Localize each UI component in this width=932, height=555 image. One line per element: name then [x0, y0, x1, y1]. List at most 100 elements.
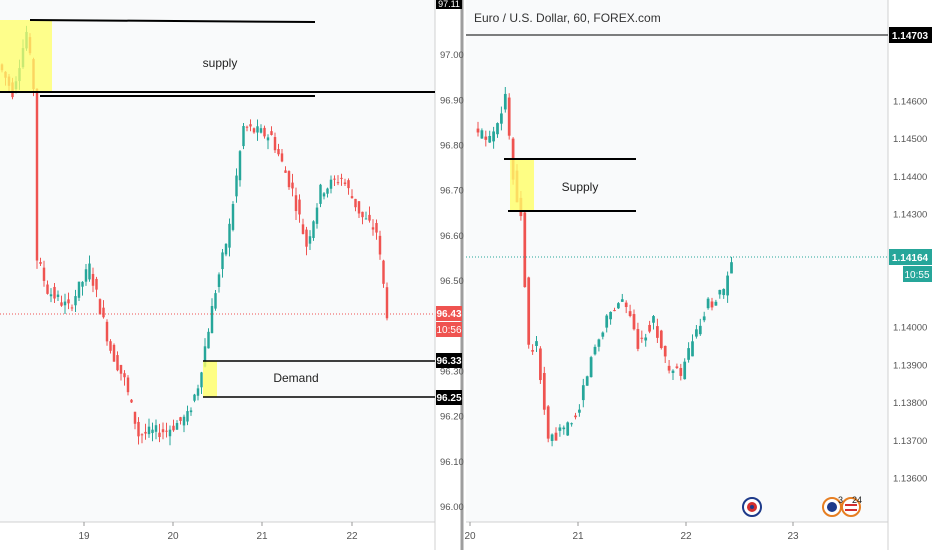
left-time-axis[interactable]: 19 20 21 22: [78, 522, 358, 542]
candle-body: [531, 350, 534, 352]
candle-body: [123, 373, 126, 378]
candle-body: [277, 149, 280, 155]
candle-body: [256, 126, 259, 133]
candle-body: [88, 263, 91, 280]
price-tick-label: 97.00: [440, 50, 464, 61]
candle-body: [315, 207, 319, 224]
price-tick-label: 1.14300: [893, 210, 927, 221]
candle-body: [691, 341, 694, 357]
candle-body: [601, 332, 605, 337]
candle-body: [46, 284, 49, 294]
left-supply-label: supply: [203, 56, 238, 70]
left-demand-top-text: 96.33: [436, 356, 461, 367]
right-time-axis[interactable]: 20 21 22 23: [464, 522, 799, 542]
candle-body: [714, 301, 718, 306]
candle-body: [364, 218, 368, 220]
candle-body: [659, 330, 663, 349]
event-flag-icon-2[interactable]: [822, 497, 842, 517]
candle-body: [147, 426, 151, 435]
time-tick-label: 21: [256, 531, 268, 542]
candle-body: [175, 423, 179, 430]
price-tick-label: 96.90: [440, 95, 464, 106]
candle-body: [326, 188, 329, 194]
candle-body: [63, 301, 67, 306]
candle-body: [287, 171, 291, 188]
candle-body: [249, 124, 252, 127]
left-current-price-tag: [436, 306, 462, 321]
candle-body: [484, 136, 488, 140]
candle-body: [200, 372, 203, 388]
candle-body: [242, 126, 245, 147]
candle-body: [294, 195, 298, 212]
candle-body: [193, 394, 196, 401]
candle-body: [116, 355, 119, 371]
candle-body: [542, 373, 546, 410]
time-tick-label: 23: [787, 531, 799, 542]
candle-body: [347, 180, 350, 189]
candle-body: [550, 434, 554, 441]
left-demand-zone[interactable]: [203, 361, 217, 397]
left-plot-area[interactable]: [0, 0, 435, 522]
left-countdown-tag: [436, 322, 462, 337]
price-tick-label: 96.50: [440, 276, 464, 287]
candle-body: [535, 341, 538, 346]
right-high-text: 1.14703: [892, 31, 929, 42]
candle-body: [91, 273, 95, 286]
candle-body: [609, 311, 612, 320]
candle-body: [683, 361, 687, 380]
price-tick-label: 1.13700: [893, 436, 927, 447]
candle-body: [301, 224, 305, 234]
candle-body: [523, 212, 527, 288]
candle-body: [252, 128, 256, 133]
candle-body: [35, 88, 39, 261]
candle-body: [687, 348, 690, 360]
candle-body: [182, 416, 186, 426]
candle-body: [172, 425, 175, 431]
price-tick-label: 96.10: [440, 457, 464, 468]
right-plot-area[interactable]: [466, 0, 888, 522]
candle-body: [605, 315, 609, 328]
event-badge-count-1: 3: [838, 495, 843, 505]
candle-body: [137, 421, 140, 437]
candle-body: [144, 431, 147, 434]
candle-body: [266, 137, 270, 141]
candle-body: [628, 311, 632, 316]
event-flag-icon-1[interactable]: [742, 497, 762, 517]
candle-body: [203, 346, 207, 367]
candle-body: [130, 399, 133, 403]
candle-body: [500, 113, 503, 124]
candle-body: [217, 274, 221, 287]
candle-body: [492, 131, 495, 142]
candle-body: [496, 123, 499, 135]
left-top-cut-tag-text: 97.11: [438, 0, 460, 9]
candle-body: [291, 182, 294, 189]
candle-body: [56, 294, 60, 297]
candle-body: [632, 314, 636, 330]
price-tick-label: 1.14000: [893, 323, 927, 334]
left-supply-zone[interactable]: [0, 20, 52, 92]
event-flag-icon-3[interactable]: [841, 497, 861, 517]
candle-body: [585, 376, 589, 386]
left-price-axis[interactable]: 97.00 96.90 96.80 96.70 96.60 96.50 96.30 96.20…: [440, 50, 464, 513]
right-supply-zone[interactable]: [510, 160, 534, 210]
candle-body: [581, 385, 585, 401]
candle-body: [329, 179, 333, 189]
candle-body: [67, 299, 70, 304]
left-supply-top-line[interactable]: [29, 19, 316, 23]
price-tick-label: 96.80: [440, 141, 464, 152]
candle-body: [158, 432, 161, 438]
candle-body: [706, 298, 710, 309]
candle-body: [554, 432, 558, 441]
candle-body: [640, 337, 644, 339]
candle-body: [620, 299, 624, 302]
candle-body: [273, 137, 277, 151]
candle-body: [49, 294, 53, 297]
candle-body: [196, 388, 200, 396]
candle-body: [308, 236, 312, 244]
price-tick-label: 96.30: [440, 366, 464, 377]
candle-body: [42, 267, 46, 281]
event-badge-count-2: 24: [852, 495, 862, 505]
candle-body: [546, 406, 550, 439]
